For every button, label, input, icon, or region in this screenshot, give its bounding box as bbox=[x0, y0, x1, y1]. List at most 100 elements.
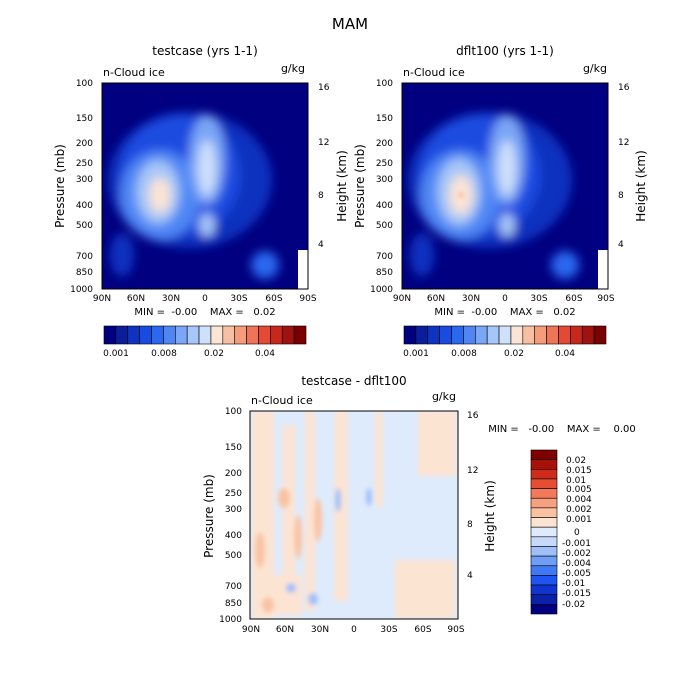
x-tick-label: 60N bbox=[276, 625, 294, 635]
y-axis-label: Pressure (mb) bbox=[202, 474, 216, 558]
colorbar-swatch bbox=[403, 325, 417, 345]
colorbar-swatch bbox=[281, 325, 295, 345]
x-tick-label: 30N bbox=[311, 625, 329, 635]
x-tick-label: 90S bbox=[299, 294, 316, 304]
colorbar-swatch bbox=[534, 325, 547, 345]
colorbar-swatch bbox=[163, 325, 176, 345]
colorbar-swatch bbox=[546, 325, 559, 345]
colorbar-swatch bbox=[234, 325, 247, 345]
y2-tick-label: 4 bbox=[467, 571, 473, 581]
colorbar-label: 0.002 bbox=[566, 505, 592, 515]
field-stripe bbox=[252, 411, 274, 619]
colorbar-swatch bbox=[510, 325, 524, 345]
y-tick-label: 250 bbox=[76, 159, 93, 169]
y2-tick-label: 4 bbox=[618, 240, 624, 250]
x-tick-label: 90N bbox=[93, 294, 111, 304]
colorbar-swatch bbox=[570, 325, 583, 345]
units-label: g/kg bbox=[281, 62, 305, 75]
contour-field bbox=[402, 83, 608, 289]
colorbar-swatch bbox=[530, 526, 558, 538]
y-tick-label: 700 bbox=[76, 252, 93, 262]
colorbar-swatch bbox=[439, 325, 452, 345]
panel-title: testcase - dflt100 bbox=[301, 374, 406, 388]
colorbar-swatch bbox=[530, 449, 558, 460]
field-patch bbox=[366, 488, 372, 506]
overlay-label: n-Cloud ice bbox=[403, 66, 465, 79]
colorbar-swatch bbox=[474, 325, 488, 345]
y-tick-label: 500 bbox=[225, 551, 242, 561]
colorbar-swatch bbox=[530, 575, 558, 586]
colorbar-swatch bbox=[530, 555, 558, 567]
y2-tick-labels: 16 12 8 4 bbox=[618, 83, 630, 250]
units-label: g/kg bbox=[432, 390, 456, 403]
y-tick-label: 150 bbox=[225, 443, 242, 453]
colorbar-swatch bbox=[530, 507, 558, 518]
colorbar-swatch bbox=[530, 565, 558, 576]
colorbar-swatch bbox=[530, 517, 558, 528]
colorbar-swatch bbox=[103, 325, 117, 345]
y-tick-label: 850 bbox=[225, 599, 242, 609]
colorbar-swatch bbox=[186, 325, 200, 345]
colorbar-label: 0.02 bbox=[566, 456, 586, 466]
field-patch bbox=[314, 498, 322, 542]
figure-title: MAM bbox=[332, 15, 368, 33]
colorbar-swatch bbox=[486, 325, 500, 345]
y-tick-label: 700 bbox=[225, 582, 242, 592]
y-tick-label: 150 bbox=[76, 114, 93, 124]
contour-field bbox=[102, 83, 308, 289]
y2-tick-label: 16 bbox=[467, 411, 479, 421]
field-stripe bbox=[395, 560, 455, 619]
colorbar-label: 0.001 bbox=[403, 349, 429, 359]
colorbar-label: 0.02 bbox=[204, 349, 224, 359]
plot-frame bbox=[101, 82, 309, 290]
plot-frame bbox=[249, 410, 459, 620]
y2-tick-labels: 16 12 8 4 bbox=[467, 411, 479, 581]
overlay-label: n-Cloud ice bbox=[251, 394, 313, 407]
y-tick-label: 250 bbox=[376, 159, 393, 169]
colorbar-label: 0.008 bbox=[151, 349, 177, 359]
colorbar-label: -0.001 bbox=[562, 539, 591, 549]
y-tick-label: 500 bbox=[76, 221, 93, 231]
colorbar-label: 0.015 bbox=[566, 466, 592, 476]
colorbar: 0.001 0.008 0.02 0.04 bbox=[103, 325, 307, 359]
y-tick-label: 200 bbox=[76, 139, 93, 149]
panel-title: dflt100 (yrs 1-1) bbox=[456, 44, 554, 58]
y2-axis-label: Height (km) bbox=[483, 480, 497, 551]
colorbar-swatch bbox=[198, 325, 212, 345]
colorbar-label: 0.008 bbox=[451, 349, 477, 359]
colorbar-swatch bbox=[427, 325, 440, 345]
colorbar-label: 0.04 bbox=[255, 349, 275, 359]
colorbar-swatch bbox=[581, 325, 595, 345]
field-patch bbox=[255, 532, 265, 568]
y-tick-label: 1000 bbox=[370, 285, 393, 295]
colorbar-label: -0.002 bbox=[562, 549, 591, 559]
colorbar-swatch bbox=[293, 325, 307, 345]
colorbar-swatch bbox=[174, 325, 188, 345]
colorbar-swatch bbox=[530, 604, 558, 615]
y-tick-label: 850 bbox=[76, 268, 93, 278]
missing-data bbox=[598, 250, 608, 289]
y2-tick-label: 16 bbox=[618, 83, 630, 93]
field-patch bbox=[286, 583, 296, 593]
colorbar-label: 0.01 bbox=[566, 476, 586, 486]
field-stripe bbox=[334, 411, 348, 601]
missing-data bbox=[298, 250, 308, 289]
field-band bbox=[199, 213, 215, 237]
colorbar-swatch bbox=[270, 325, 283, 345]
field-band bbox=[198, 140, 216, 196]
colorbar: 0.02 0.015 0.01 0.005 0.004 0.002 0.001 … bbox=[530, 449, 592, 615]
field-band bbox=[251, 251, 279, 279]
y-axis-label: Pressure (mb) bbox=[53, 144, 67, 228]
y2-axis-label: Height (km) bbox=[335, 150, 349, 221]
colorbar-swatch bbox=[151, 325, 164, 345]
colorbar-swatch bbox=[530, 584, 558, 596]
panel-testcase: testcase (yrs 1-1) n-Cloud ice g/kg Pres… bbox=[53, 44, 349, 359]
y-tick-label: 300 bbox=[376, 175, 393, 185]
y-tick-labels: 100 150 200 250 300 400 500 700 850 1000 bbox=[70, 79, 93, 295]
x-tick-label: 30S bbox=[380, 625, 397, 635]
y2-tick-label: 12 bbox=[318, 138, 329, 148]
colorbar-label: -0.02 bbox=[562, 600, 585, 610]
y-tick-label: 100 bbox=[376, 79, 393, 89]
y2-tick-label: 8 bbox=[467, 520, 473, 530]
field-stripe bbox=[418, 411, 456, 476]
